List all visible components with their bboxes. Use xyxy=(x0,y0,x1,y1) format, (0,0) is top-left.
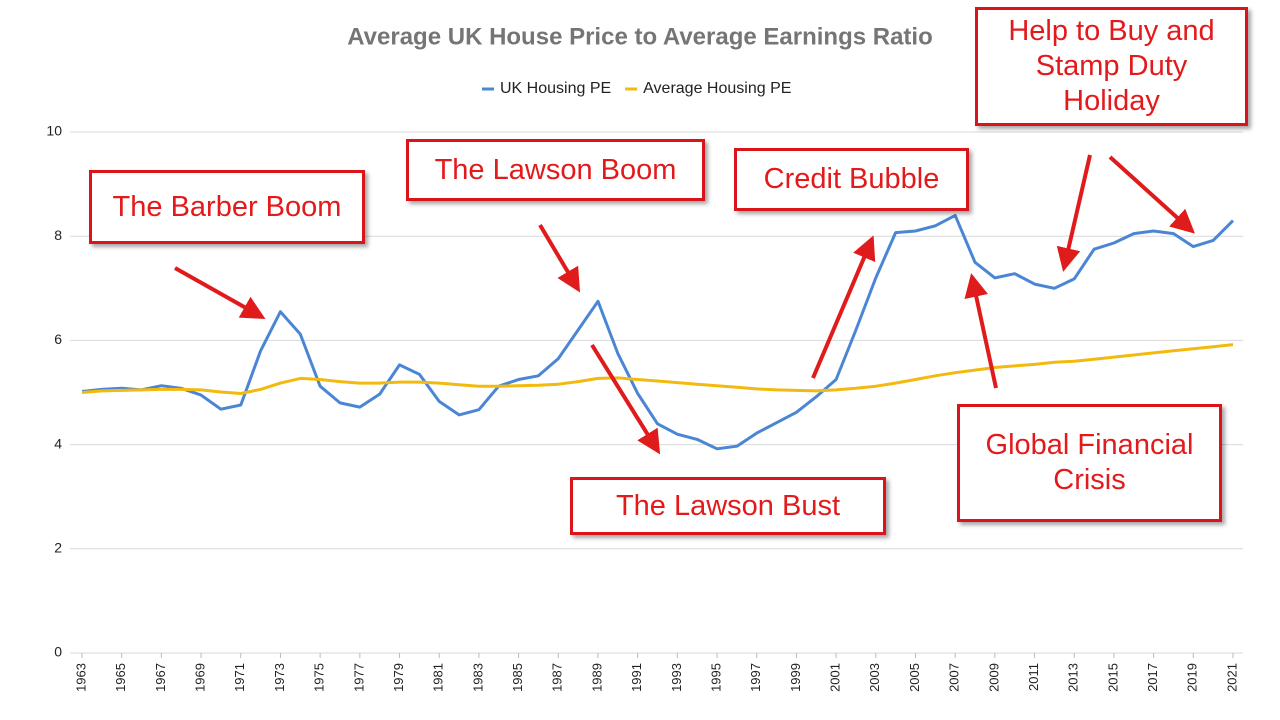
x-tick-label: 1995 xyxy=(708,663,723,692)
annotation: The Lawson Bust xyxy=(570,477,886,535)
x-tick-label: 2009 xyxy=(986,663,1001,692)
annotation-text: The Lawson Boom xyxy=(434,153,677,186)
arrow xyxy=(964,273,998,389)
arrow xyxy=(1108,155,1195,234)
x-tick-label: 1963 xyxy=(73,663,88,692)
annotation: The Lawson Boom xyxy=(406,139,705,201)
arrow xyxy=(811,235,876,379)
annotation: Help to Buy and Stamp Duty Holiday xyxy=(975,7,1248,126)
arrow xyxy=(538,223,581,293)
x-tick-label: 1969 xyxy=(193,663,208,692)
arrow xyxy=(1056,154,1092,272)
y-tick-label: 0 xyxy=(54,644,62,660)
x-tick-label: 1973 xyxy=(272,663,287,692)
x-tick-label: 1997 xyxy=(748,663,763,692)
x-tick-label: 2001 xyxy=(828,663,843,692)
x-tick-label: 2015 xyxy=(1105,663,1120,692)
x-tick-label: 1989 xyxy=(589,663,604,692)
chart-title: Average UK House Price to Average Earnin… xyxy=(347,23,933,50)
y-tick-label: 4 xyxy=(54,435,62,451)
annotation: Credit Bubble xyxy=(734,148,969,211)
legend-label: Average Housing PE xyxy=(643,80,791,97)
annotation-text: Credit Bubble xyxy=(763,163,940,195)
y-tick-label: 2 xyxy=(54,540,62,556)
x-tick-label: 1967 xyxy=(153,663,168,692)
annotation-text: The Lawson Bust xyxy=(615,489,841,522)
x-tick-label: 2013 xyxy=(1066,663,1081,692)
annotation-text: Help to Buy and Stamp Duty Holiday xyxy=(1008,15,1215,117)
x-tick-label: 1983 xyxy=(470,663,485,692)
arrow xyxy=(590,343,661,455)
x-tick-label: 1987 xyxy=(550,663,565,692)
y-tick-label: 10 xyxy=(46,123,62,139)
x-tick-label: 2003 xyxy=(867,663,882,692)
x-tick-label: 2017 xyxy=(1145,663,1160,692)
annotation-text: The Barber Boom xyxy=(112,190,342,223)
annotation-text: Global Financial Crisis xyxy=(985,429,1194,496)
x-tick-label: 2021 xyxy=(1224,663,1239,692)
series-line xyxy=(81,213,1235,451)
annotation: The Barber Boom xyxy=(89,170,365,244)
x-tick-label: 2005 xyxy=(907,663,922,692)
y-tick-label: 8 xyxy=(54,227,62,243)
annotation: Global Financial Crisis xyxy=(957,404,1222,522)
x-tick-label: 2019 xyxy=(1185,663,1200,692)
series-line xyxy=(81,343,1234,395)
x-tick-label: 1999 xyxy=(788,663,803,692)
arrow xyxy=(174,266,266,319)
x-tick-label: 1991 xyxy=(629,663,644,692)
x-tick-label: 1975 xyxy=(312,663,327,692)
x-tick-label: 2007 xyxy=(947,663,962,692)
legend-label: UK Housing PE xyxy=(500,80,611,97)
arrows xyxy=(174,154,1195,455)
x-tick-label: 1971 xyxy=(232,663,247,692)
y-tick-label: 6 xyxy=(54,331,62,347)
x-tick-label: 1981 xyxy=(431,663,446,692)
x-tick-label: 1965 xyxy=(113,663,128,692)
x-tick-label: 1985 xyxy=(510,663,525,692)
x-tick-label: 1977 xyxy=(351,663,366,692)
x-tick-label: 1979 xyxy=(391,663,406,692)
x-tick-label: 2011 xyxy=(1026,663,1041,691)
x-tick-label: 1993 xyxy=(669,663,684,692)
